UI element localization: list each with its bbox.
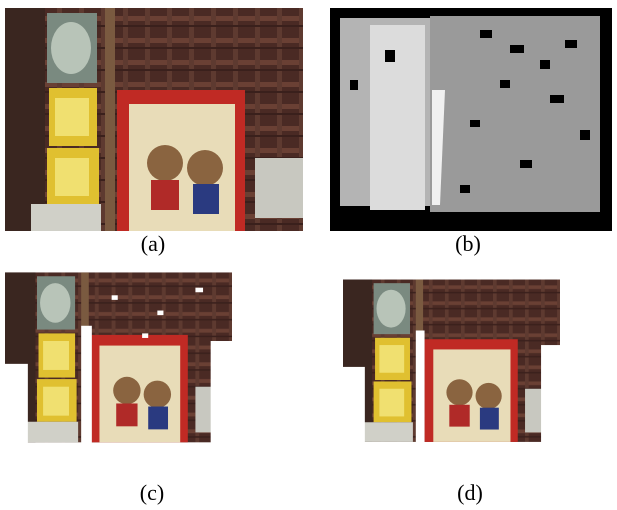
caption: (c) [140,480,164,505]
figure: (a) (b) (c) [0,0,617,510]
caption: (a) [141,231,165,256]
caption: (d) [457,480,483,505]
image-c [5,272,232,449]
image-b [330,8,612,231]
image-a [5,8,303,231]
caption: (b) [455,231,481,256]
image-d [343,280,560,450]
